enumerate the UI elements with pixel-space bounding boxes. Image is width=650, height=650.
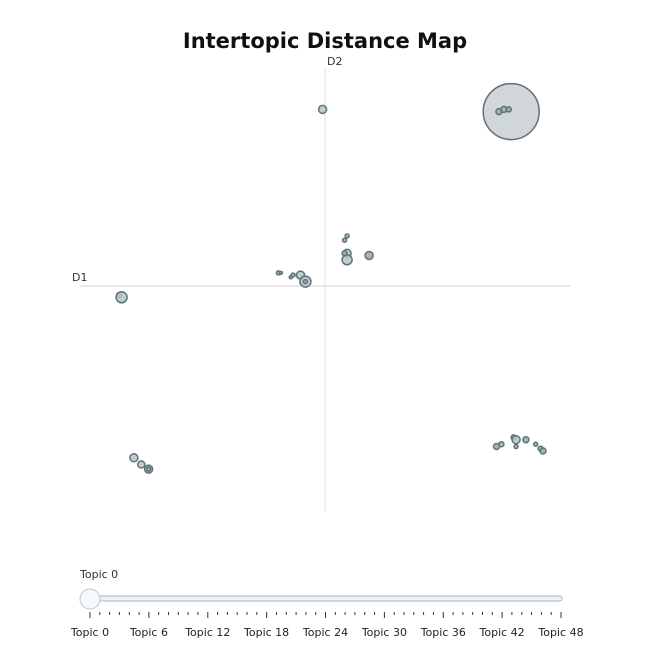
slider-tick-label: Topic 48 — [537, 626, 583, 639]
topic-bubble[interactable] — [513, 443, 519, 450]
topic-bubble[interactable] — [532, 441, 539, 447]
topic-bubble[interactable] — [511, 434, 521, 445]
topic-bubble[interactable] — [115, 291, 128, 304]
d2-axis-label: D2 — [327, 55, 342, 68]
topic-bubble[interactable] — [145, 466, 152, 472]
d1-axis-label: D1 — [72, 271, 87, 284]
topic-bubble[interactable] — [364, 250, 374, 261]
topic-bubble[interactable] — [539, 447, 547, 455]
slider-tick-label: Topic 30 — [361, 626, 407, 639]
slider-handle[interactable] — [79, 588, 101, 610]
topic-bubble[interactable] — [317, 104, 328, 115]
slider-tick-label: Topic 36 — [420, 626, 466, 639]
topic-bubble[interactable] — [302, 278, 309, 285]
slider-ticks — [89, 612, 562, 618]
slider-track[interactable] — [89, 595, 563, 602]
topic-bubble[interactable] — [341, 237, 348, 243]
slider-tick-label: Topic 0 — [70, 626, 109, 639]
topic-bubble[interactable] — [278, 270, 284, 276]
slider-tick-label: Topic 42 — [479, 626, 525, 639]
topic-bubble[interactable] — [129, 453, 139, 463]
topic-bubble[interactable] — [137, 460, 146, 469]
slider-tick-label: Topic 6 — [129, 626, 168, 639]
slider-tick-label: Topic 24 — [302, 626, 348, 639]
topic-bubble[interactable] — [498, 440, 505, 448]
topic-bubble[interactable] — [522, 435, 530, 444]
topic-slider[interactable]: Topic 0 Topic 0 Topic 6 Topic 12 Topic 18 To… — [70, 568, 584, 639]
slider-current-label: Topic 0 — [79, 568, 118, 581]
chart-title: Intertopic Distance Map — [183, 29, 467, 53]
topic-bubbles — [115, 82, 547, 474]
topic-bubble[interactable] — [482, 82, 540, 141]
slider-tick-labels: Topic 0 Topic 6 Topic 12 Topic 18 Topic 24 To… — [70, 626, 584, 639]
topic-bubble[interactable] — [505, 106, 513, 113]
slider-tick-label: Topic 18 — [243, 626, 289, 639]
axes: D1 D2 — [72, 55, 570, 512]
topic-bubble[interactable] — [344, 233, 350, 239]
slider-tick-label: Topic 12 — [184, 626, 230, 639]
topic-bubble[interactable] — [341, 250, 348, 257]
topic-bubble[interactable] — [288, 275, 293, 280]
